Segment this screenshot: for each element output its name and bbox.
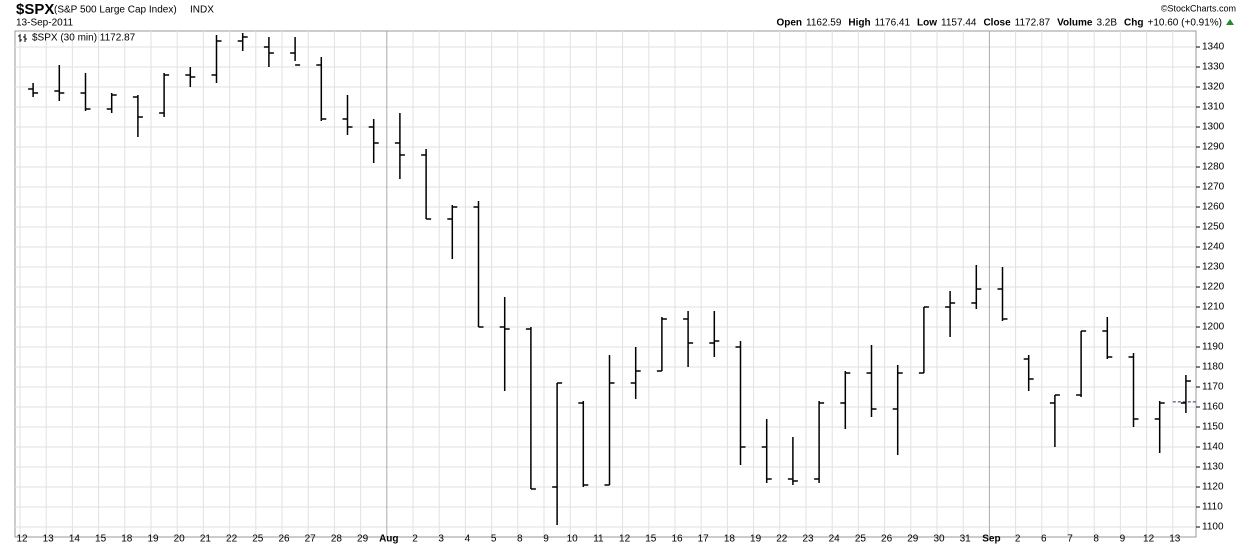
x-tick-label: 14	[69, 534, 81, 545]
x-tick-label: 4	[465, 534, 471, 545]
x-tick-label: 15	[645, 534, 657, 545]
x-tick-label: 25	[855, 534, 867, 545]
x-tick-label: 3	[438, 534, 444, 545]
stat-value: 3.2B	[1096, 18, 1117, 29]
y-tick-label: 1240	[1202, 242, 1225, 253]
stat-value: +10.60 (+0.91%)	[1148, 18, 1223, 29]
x-tick-label: 13	[1169, 534, 1181, 545]
x-tick-label: 29	[907, 534, 919, 545]
y-tick-label: 1210	[1202, 302, 1225, 313]
y-tick-label: 1340	[1202, 42, 1225, 53]
y-tick-label: 1170	[1202, 382, 1224, 393]
x-tick-label: 17	[698, 534, 710, 545]
x-tick-label: 12	[619, 534, 631, 545]
legend-icon	[18, 34, 27, 42]
x-tick-label: 18	[724, 534, 736, 545]
y-tick-label: 1110	[1202, 502, 1223, 513]
stat-label: Volume	[1057, 18, 1093, 29]
x-tick-label: 10	[567, 534, 579, 545]
x-tick-label: 29	[357, 534, 369, 545]
x-tick-label: 25	[252, 534, 264, 545]
y-tick-label: 1180	[1202, 362, 1224, 373]
y-tick-label: 1250	[1202, 222, 1225, 233]
x-tick-label: 8	[517, 534, 523, 545]
stat-value: 1157.44	[941, 18, 977, 29]
x-tick-label: 27	[305, 534, 317, 545]
x-tick-label: 12	[1143, 534, 1155, 545]
y-tick-label: 1200	[1202, 322, 1225, 333]
y-tick-label: 1320	[1202, 82, 1225, 93]
y-tick-label: 1270	[1202, 182, 1225, 193]
x-tick-label: 30	[933, 534, 945, 545]
x-tick-label: 19	[750, 534, 762, 545]
y-tick-label: 1310	[1202, 102, 1225, 113]
x-tick-label: 11	[593, 534, 604, 545]
credit: ©StockCharts.com	[1161, 3, 1236, 13]
x-tick-label: 22	[226, 534, 238, 545]
x-tick-label: 6	[1041, 534, 1047, 545]
x-tick-label: 9	[543, 534, 549, 545]
x-tick-label: 5	[491, 534, 497, 545]
x-tick-label: 31	[960, 534, 972, 545]
y-tick-label: 1280	[1202, 162, 1225, 173]
stat-label: Open	[776, 18, 802, 29]
y-tick-label: 1160	[1202, 402, 1224, 413]
stat-label: Low	[917, 18, 937, 29]
x-tick-label: 21	[200, 534, 212, 545]
x-tick-label: 18	[121, 534, 133, 545]
bars	[28, 33, 1191, 525]
x-tick-label: 8	[1093, 534, 1099, 545]
x-tick-label: 2	[1015, 534, 1021, 545]
stat-label: Close	[983, 18, 1011, 29]
x-tick-label: 15	[95, 534, 107, 545]
y-tick-label: 1140	[1202, 442, 1224, 453]
y-tick-label: 1290	[1202, 142, 1225, 153]
up-arrow	[1226, 19, 1234, 25]
x-tick-label: 13	[43, 534, 55, 545]
x-tick-label: 7	[1067, 534, 1073, 545]
x-tick-label: 12	[16, 534, 28, 545]
y-tick-label: 1260	[1202, 202, 1225, 213]
y-tick-label: 1120	[1202, 482, 1224, 493]
y-tick-label: 1330	[1202, 62, 1225, 73]
index-name: (S&P 500 Large Cap Index)	[54, 5, 177, 16]
x-tick-label: 23	[802, 534, 814, 545]
x-tick-label: 28	[331, 534, 343, 545]
x-tick-label: 20	[174, 534, 186, 545]
y-tick-label: 1220	[1202, 282, 1225, 293]
grid	[15, 31, 1200, 537]
stats: 1162.59 Open 1176.41 High 1157.44 Low 1172.87 C…	[776, 18, 1222, 29]
y-tick-label: 1190	[1202, 342, 1224, 353]
exchange: INDX	[190, 5, 214, 16]
stat-value: 1172.87	[1015, 18, 1051, 29]
x-tick-label: 2	[412, 534, 418, 545]
x-tick-label: 22	[776, 534, 788, 545]
x-tick-label: 26	[278, 534, 290, 545]
x-tick-label: 24	[829, 534, 841, 545]
stat-value: 1176.41	[875, 18, 911, 29]
date: 13-Sep-2011	[16, 18, 74, 29]
y-tick-label: 1230	[1202, 262, 1225, 273]
stat-label: Chg	[1124, 18, 1143, 29]
x-tick-label: Sep	[982, 534, 1000, 545]
x-tick-label: Aug	[379, 534, 398, 545]
x-tick-label: 19	[147, 534, 159, 545]
y-tick-label: 1150	[1202, 422, 1224, 433]
legend: $SPX (30 min) 1172.87	[32, 33, 136, 44]
labels: 1100111011201130114011501160117011801190…	[16, 42, 1224, 545]
stat-label: High	[848, 18, 870, 29]
x-tick-label: 16	[671, 534, 683, 545]
symbol: $SPX	[16, 1, 54, 18]
stat-value: 1162.59	[806, 18, 842, 29]
y-tick-label: 1100	[1202, 522, 1224, 533]
y-tick-label: 1300	[1202, 122, 1225, 133]
x-tick-label: 9	[1120, 534, 1126, 545]
y-tick-label: 1130	[1202, 462, 1224, 473]
x-tick-label: 26	[881, 534, 893, 545]
plot-frame	[14, 30, 1197, 538]
